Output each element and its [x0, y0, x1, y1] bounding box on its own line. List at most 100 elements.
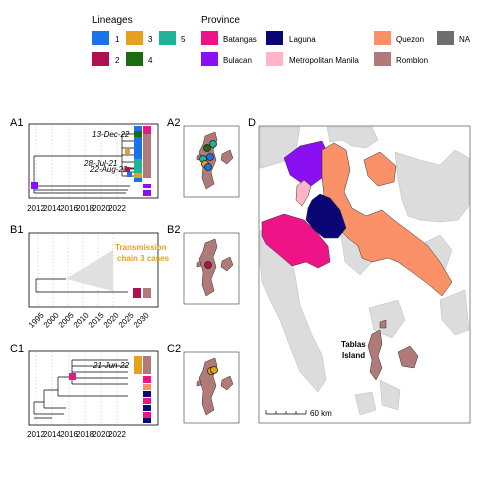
panel-b2: B2 [167, 224, 240, 305]
panel-b1-tick: 2020 [102, 310, 121, 329]
legend-label-bulacan: Bulacan [223, 56, 252, 65]
legend-label-quezon: Quezon [396, 35, 424, 44]
panel-a1-annotation-3: 22-Aug-22 [89, 165, 128, 174]
map-province-quezon [321, 142, 453, 297]
legend-swatch-lineage-4 [126, 52, 143, 66]
panel-c1-tick: 2016 [60, 430, 78, 439]
panel-c1-province-strip [143, 356, 151, 423]
panel-b1-x-ticks: 1995 2000 2005 2010 2015 2020 2025 2030 [27, 310, 151, 329]
map-scale-label: 60 km [310, 409, 332, 418]
panel-a1-province-strip [143, 126, 151, 196]
panel-c1-label: C1 [10, 343, 24, 355]
panel-c2-islet [196, 379, 202, 387]
legend-label-lineage-5: 5 [181, 35, 186, 44]
panel-b1-lineage-strip [133, 288, 141, 298]
panel-b2-case-point [204, 261, 212, 269]
panel-c1-tick: 2012 [27, 430, 45, 439]
legend-label-batangas: Batangas [223, 35, 257, 44]
panel-c1-x-ticks: 2012 2014 2016 2018 2020 2022 [27, 430, 126, 439]
panel-c1-gridlines [35, 352, 118, 424]
panel-a1-tip-nodes [125, 149, 132, 177]
panel-b2-label: B2 [167, 224, 180, 236]
legend-swatch-lineage-2 [92, 52, 109, 66]
legend-label-lineage-1: 1 [115, 35, 120, 44]
legend-swatch-lineage-1 [92, 31, 109, 45]
panel-a2-case-points [199, 140, 217, 171]
panel-a2-islet [220, 149, 234, 165]
panel-a1-root-node [31, 182, 38, 189]
map-scale-bar [265, 410, 307, 415]
panel-b1-province-strip [143, 288, 151, 298]
legend: Lineages 1 2 3 4 5 Province Batangas Bul… [92, 15, 471, 66]
panel-a2: A2 [167, 117, 240, 198]
panel-b1-tick: 1995 [27, 310, 46, 329]
panel-c1: C1 21-Jun-22 2012 2014 [10, 343, 159, 439]
panel-b1-annotation-line1: Transmission [115, 243, 167, 252]
panel-a1-tick: 2022 [108, 204, 126, 213]
panel-a1-annotations: 13-Dec-22 28-Jul-21 22-Aug-22 [83, 130, 130, 174]
legend-label-lineage-4: 4 [148, 56, 153, 65]
map-province-laguna [305, 193, 347, 239]
panel-c2: C2 [167, 343, 240, 424]
panel-a1-label: A1 [10, 117, 23, 129]
panel-a1: A1 13-Dec-22 28-Jul-21 22-Aug-22 [10, 117, 159, 213]
panel-c1-tick: 2018 [76, 430, 94, 439]
panel-c1-tick: 2020 [92, 430, 110, 439]
legend-label-romblon: Romblon [396, 56, 428, 65]
panel-c1-tree [33, 359, 128, 419]
panel-a1-annotation-1: 13-Dec-22 [92, 130, 130, 139]
map-province-quezon-island [363, 151, 397, 187]
panel-a1-tick: 2014 [43, 204, 61, 213]
legend-label-metro-manila: Metropolitan Manila [289, 56, 359, 65]
map-province-romblon [367, 319, 419, 381]
map-label-tablas-line2: Island [342, 351, 365, 360]
legend-label-na: NA [459, 35, 471, 44]
legend-swatch-bulacan [201, 52, 218, 66]
panel-d-landmass [259, 126, 470, 416]
panel-a1-tick: 2020 [92, 204, 110, 213]
legend-label-lineage-2: 2 [115, 56, 120, 65]
panel-b1-tree [35, 278, 128, 293]
panel-a2-label: A2 [167, 117, 180, 129]
panel-c2-case-point [210, 366, 218, 374]
legend-swatch-romblon [374, 52, 391, 66]
legend-swatch-lineage-5 [159, 31, 176, 45]
panel-c1-lineage-strip [134, 356, 142, 374]
panel-a1-tick: 2018 [76, 204, 94, 213]
panel-b1-label: B1 [10, 224, 23, 236]
panel-a1-tick: 2012 [27, 204, 45, 213]
panel-d: D Tablas Is [248, 117, 471, 424]
legend-lineages-title: Lineages [92, 15, 133, 26]
legend-swatch-lineage-3 [126, 31, 143, 45]
legend-swatch-na [437, 31, 454, 45]
panel-b1-tick: 2010 [72, 310, 91, 329]
legend-label-lineage-3: 3 [148, 35, 153, 44]
panel-c1-tick: 2022 [108, 430, 126, 439]
panel-b1-annotation-line2: chain 3 cases [117, 254, 170, 263]
panel-a1-annotation-2: 28-Jul-21 [83, 159, 117, 168]
panel-c1-annotation-1: 21-Jun-22 [92, 361, 130, 370]
panel-a1-lineage-strip [134, 126, 142, 182]
panel-d-label: D [248, 117, 256, 129]
panel-b1-tick: 2015 [87, 310, 106, 329]
legend-label-laguna: Laguna [289, 35, 316, 44]
panel-b1-tick: 2025 [117, 310, 136, 329]
panel-b1: B1 Transmission chain 3 cases 1995 2000 … [10, 224, 170, 330]
map-province-batangas [261, 213, 331, 269]
legend-swatch-metro-manila [266, 52, 283, 66]
legend-province-title: Province [201, 15, 240, 26]
panel-b1-tick: 2030 [132, 310, 151, 329]
legend-swatch-laguna [266, 31, 283, 45]
panel-a1-x-ticks: 2012 2014 2016 2018 2020 2022 [27, 204, 126, 213]
map-label-tablas-line1: Tablas [341, 340, 366, 349]
panel-c2-label: C2 [167, 343, 181, 355]
panel-b2-islet [196, 260, 202, 268]
panel-c2-islet [220, 375, 234, 391]
panel-c1-tick: 2014 [43, 430, 61, 439]
legend-swatch-quezon [374, 31, 391, 45]
panel-a1-tick: 2016 [60, 204, 78, 213]
panel-b1-tick: 2005 [57, 310, 76, 329]
panel-b1-chain-wedge [66, 250, 113, 291]
legend-swatch-batangas [201, 31, 218, 45]
